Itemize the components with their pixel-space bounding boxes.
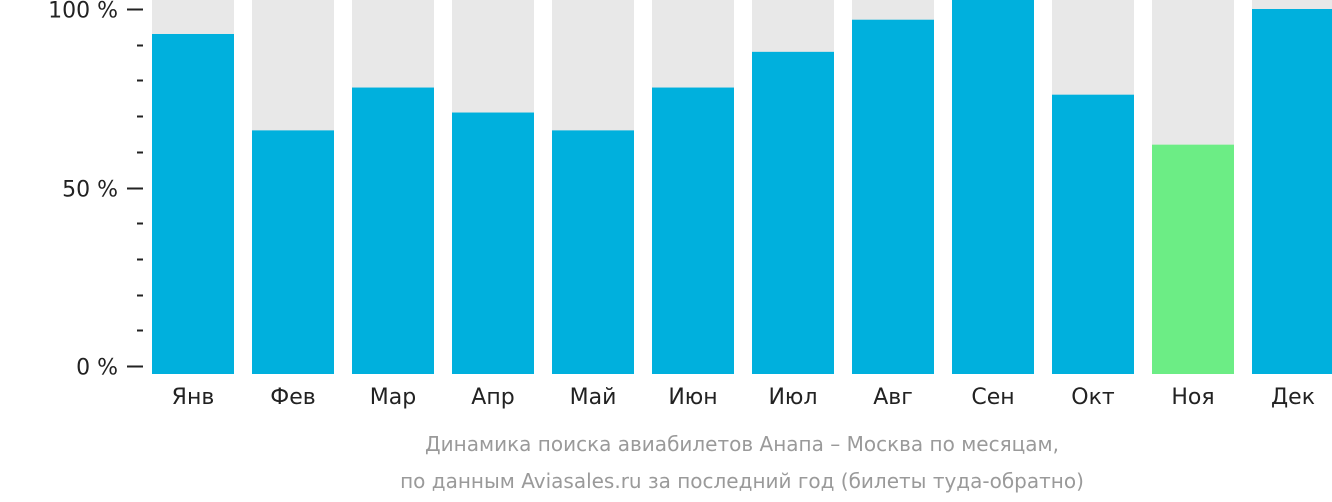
x-tick-label: Мар — [370, 385, 416, 410]
bar-10 — [1052, 94, 1134, 375]
y-tick-label: 50 % — [62, 178, 118, 203]
y-axis: 100 % 50 % 0 % — [48, 0, 143, 381]
bar-2 — [252, 130, 334, 374]
x-tick-label: Май — [570, 385, 617, 410]
x-tick-label: Фев — [270, 385, 315, 410]
x-tick-label: Ноя — [1171, 385, 1214, 410]
x-tick-label: Сен — [971, 385, 1014, 410]
data-bars — [152, 0, 1332, 375]
bar-4 — [452, 112, 534, 374]
bar-9 — [952, 0, 1034, 374]
bar-7 — [752, 51, 834, 375]
chart-title: Динамика поиска авиабилетов Анапа – Моск… — [425, 432, 1059, 456]
x-axis-labels: Янв Фев Мар Апр Май Июн Июл Авг Сен Окт Ноя Дек — [172, 385, 1315, 410]
x-tick-label: Авг — [873, 385, 913, 410]
bar-5 — [552, 130, 634, 374]
bar-12 — [1252, 9, 1332, 374]
bar-6 — [652, 87, 734, 374]
x-tick-label: Окт — [1071, 385, 1115, 410]
bar-8 — [852, 19, 934, 375]
bar-1 — [152, 33, 234, 375]
chart-subtitle: по данным Aviasales.ru за последний год … — [400, 469, 1084, 493]
x-tick-label: Июл — [768, 385, 817, 410]
x-tick-label: Апр — [471, 385, 514, 410]
bar-3 — [352, 87, 434, 374]
bar-11 — [1152, 144, 1234, 374]
x-tick-label: Июн — [668, 385, 717, 410]
x-tick-label: Янв — [172, 385, 215, 410]
y-tick-label: 100 % — [48, 0, 118, 24]
y-tick-label: 0 % — [76, 356, 118, 381]
x-tick-label: Дек — [1271, 385, 1315, 410]
